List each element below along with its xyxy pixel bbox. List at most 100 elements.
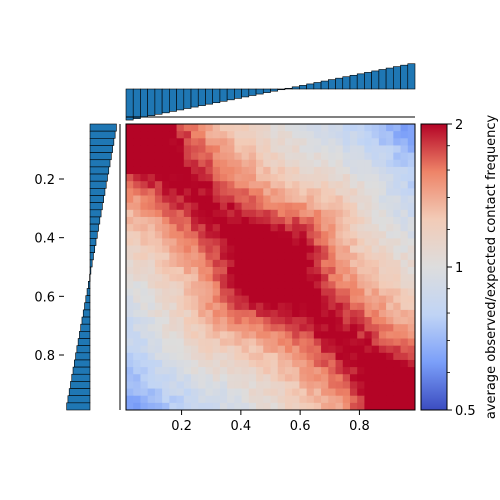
heatmap-cell (234, 395, 243, 404)
heatmap-cell (147, 402, 156, 411)
heatmap-cell (378, 288, 387, 296)
heatmap-cell (371, 216, 380, 225)
heatmap-cell (176, 317, 185, 325)
heatmap-cell (400, 388, 409, 397)
heatmap-cell (248, 374, 257, 382)
heatmap-cell (328, 259, 336, 268)
heatmap-cell (154, 131, 163, 139)
heatmap-cell (407, 281, 416, 289)
heatmap-cell (176, 245, 185, 254)
heatmap-cell (140, 338, 149, 347)
heatmap-cell (378, 195, 387, 204)
heatmap-cell (256, 267, 264, 275)
heatmap-cell (234, 145, 243, 153)
heatmap-cell (328, 388, 336, 397)
heatmap-cell (169, 338, 177, 347)
left-marginal-bar (89, 273, 91, 282)
heatmap-cell (357, 374, 365, 382)
heatmap-cell (241, 224, 250, 232)
heatmap-cell (393, 274, 401, 282)
heatmap-cell (335, 317, 344, 325)
heatmap-cell (256, 367, 264, 375)
heatmap-cell (162, 388, 170, 397)
heatmap-cell (212, 317, 221, 325)
heatmap-cell (234, 238, 243, 246)
heatmap-cell (400, 231, 409, 239)
heatmap-cell (335, 374, 344, 382)
heatmap-cell (299, 288, 308, 296)
heatmap-cell (393, 245, 401, 254)
heatmap-cell (133, 238, 141, 246)
heatmap-cell (169, 281, 177, 289)
heatmap-cell (400, 295, 409, 304)
heatmap-cell (328, 288, 336, 296)
heatmap-cell (154, 302, 163, 311)
heatmap-cell (219, 381, 228, 389)
heatmap-cell (133, 367, 141, 375)
heatmap-cell (313, 317, 322, 325)
heatmap-cell (321, 188, 329, 196)
heatmap-cell (133, 209, 141, 218)
heatmap-cell (191, 359, 199, 368)
heatmap-cell (393, 131, 401, 139)
heatmap-cell (212, 395, 221, 404)
heatmap-cell (371, 331, 380, 339)
heatmap-cell (270, 138, 279, 146)
heatmap-cell (313, 174, 322, 182)
heatmap-cell (407, 302, 416, 311)
heatmap-cell (321, 252, 329, 261)
heatmap-cell (292, 352, 300, 361)
heatmap-cell (364, 252, 373, 261)
heatmap-cell (133, 274, 141, 282)
heatmap-cell (378, 345, 387, 354)
heatmap-cell (219, 181, 228, 189)
heatmap-cell (227, 231, 235, 239)
heatmap-cell (234, 216, 243, 225)
heatmap-cell (328, 345, 336, 354)
heatmap-cell (306, 181, 315, 189)
heatmap-cell (393, 195, 401, 204)
heatmap-cell (205, 174, 214, 182)
top-marginal-bar (132, 88, 141, 119)
heatmap-cell (212, 302, 221, 311)
y-axis: 0.20.40.60.8 (34, 173, 64, 364)
heatmap-cell (270, 345, 279, 354)
heatmap-cell (386, 152, 394, 161)
heatmap-cell (306, 231, 315, 239)
heatmap-cell (328, 224, 336, 232)
heatmap-cell (133, 124, 141, 132)
heatmap-cell (241, 252, 250, 261)
heatmap-cell (154, 216, 163, 225)
heatmap-cell (371, 202, 380, 211)
heatmap-cell (277, 174, 286, 182)
heatmap-cell (306, 338, 315, 347)
heatmap-cell (321, 381, 329, 389)
heatmap-cell (299, 252, 308, 261)
heatmap-cell (147, 152, 156, 161)
heatmap-cell (313, 402, 322, 411)
heatmap-cell (313, 152, 322, 161)
heatmap-cell (198, 145, 206, 153)
left-marginal-bar (89, 145, 113, 153)
heatmap-cell (299, 388, 308, 397)
heatmap-cell (386, 159, 394, 168)
heatmap-cell (212, 159, 221, 168)
heatmap-cell (219, 295, 228, 304)
heatmap-cell (342, 131, 351, 139)
heatmap-cell (321, 295, 329, 304)
top-marginal-bar (190, 88, 199, 108)
heatmap-cell (400, 145, 409, 153)
heatmap-cell (321, 202, 329, 211)
heatmap-cell (241, 302, 250, 311)
heatmap-cell (227, 324, 235, 332)
heatmap-cell (328, 209, 336, 218)
heatmap-cell (371, 374, 380, 382)
heatmap-cell (342, 302, 351, 311)
heatmap-cell (328, 302, 336, 311)
heatmap-cell (342, 138, 351, 146)
heatmap-cell (378, 209, 387, 218)
heatmap-cell (321, 209, 329, 218)
heatmap-cell (386, 338, 394, 347)
heatmap-cell (162, 381, 170, 389)
heatmap-cell (349, 281, 358, 289)
